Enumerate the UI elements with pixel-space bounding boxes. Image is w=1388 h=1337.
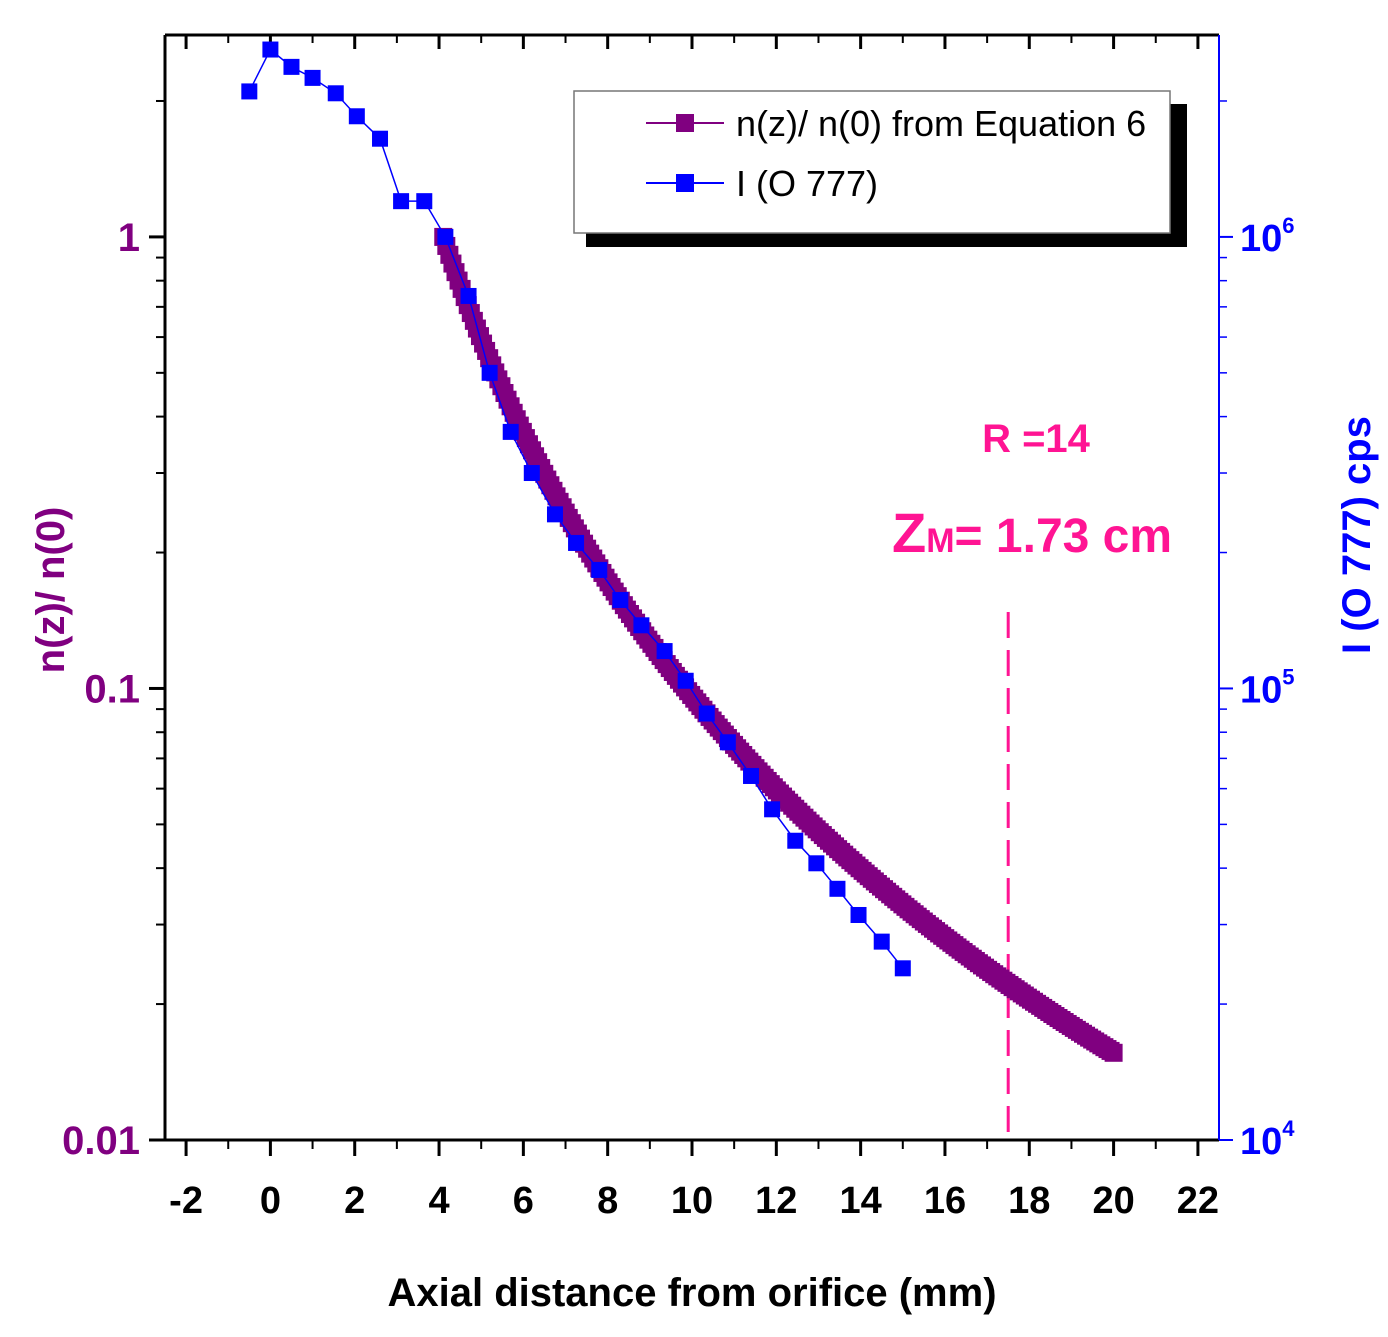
legend-blue-label: I (O 777): [736, 163, 878, 204]
o777-point: [523, 465, 540, 482]
x-tick-label: 6: [513, 1180, 534, 1222]
right-y-axis-title: I (O 777) cps: [1335, 416, 1379, 654]
right-y-tick-label: 104: [1240, 1116, 1295, 1163]
annotation-zm-rest: = 1.73 cm: [955, 510, 1173, 563]
o777-point: [873, 933, 890, 950]
x-tick-label: 14: [839, 1180, 881, 1222]
legend-model-marker: [676, 114, 694, 132]
legend: n(z)/ n(0) from Equation 6 I (O 777): [573, 90, 1187, 247]
o777-point: [502, 423, 519, 440]
x-tick-label: 2: [344, 1180, 365, 1222]
legend-blue-marker: [676, 174, 694, 192]
o777-point: [808, 855, 825, 872]
o777-point: [262, 41, 279, 58]
x-axis-title: Axial distance from orifice (mm): [387, 1271, 996, 1315]
annotation-zm-value: ZM= 1.73 cm: [892, 501, 1172, 564]
o777-point: [372, 130, 389, 147]
o777-point: [764, 801, 781, 818]
o777-point: [850, 906, 867, 923]
o777-point: [894, 960, 911, 977]
o777-point: [787, 832, 804, 849]
legend-model-label: n(z)/ n(0) from Equation 6: [736, 103, 1146, 144]
right-y-axis-ticks: 106 105 104: [1219, 100, 1295, 1163]
o777-point: [719, 734, 736, 751]
o777-point: [460, 287, 477, 304]
o777-point: [677, 672, 694, 689]
o777-point: [304, 69, 321, 86]
o777-point: [612, 591, 629, 608]
left-y-tick-label: 0.01: [62, 1119, 140, 1163]
o777-point: [416, 193, 433, 210]
o777-point: [546, 506, 563, 523]
left-y-tick-label: 1: [118, 216, 140, 260]
o777-point: [633, 617, 650, 634]
x-tick-label: 12: [755, 1180, 797, 1222]
o777-point: [348, 108, 365, 125]
annotation-r-value: R =14: [982, 417, 1091, 461]
x-tick-label: 4: [428, 1180, 449, 1222]
x-tick-label: -2: [169, 1180, 203, 1222]
x-tick-label: 18: [1008, 1180, 1050, 1222]
model-point: [1104, 1043, 1123, 1062]
x-tick-label: 8: [597, 1180, 618, 1222]
o777-point: [437, 228, 454, 245]
o777-point: [568, 534, 585, 551]
legend-box: [573, 90, 1171, 234]
series-o777-intensity: [241, 41, 911, 977]
x-tick-label: 16: [924, 1180, 966, 1222]
right-y-tick-label: 105: [1240, 664, 1295, 711]
o777-point: [656, 643, 673, 660]
o777-point: [393, 193, 410, 210]
o777-point: [743, 767, 760, 784]
annotation-zm-main: Z: [892, 501, 926, 564]
left-y-tick-label: 0.1: [84, 667, 140, 711]
o777-point: [327, 85, 344, 102]
annotation-zm-sub: M: [926, 522, 954, 560]
left-y-axis-ticks: 1 0.1 0.01: [62, 99, 165, 1163]
series-model-curve: [434, 227, 1123, 1062]
x-tick-label: 0: [260, 1180, 281, 1222]
o777-point: [698, 705, 715, 722]
x-tick-label: 10: [671, 1180, 713, 1222]
x-tick-label: 22: [1177, 1180, 1219, 1222]
o777-point: [829, 880, 846, 897]
o777-point: [241, 83, 258, 100]
o777-point: [481, 364, 498, 381]
left-y-axis-title: n(z)/ n(0): [29, 507, 73, 674]
o777-point: [591, 561, 608, 578]
o777-point: [283, 58, 300, 75]
x-tick-label: 20: [1092, 1180, 1134, 1222]
x-axis-ticks: -2 0 2 4 6 8 10 12 14 16 18 20 22: [169, 35, 1219, 1222]
right-y-tick-label: 106: [1240, 213, 1295, 260]
